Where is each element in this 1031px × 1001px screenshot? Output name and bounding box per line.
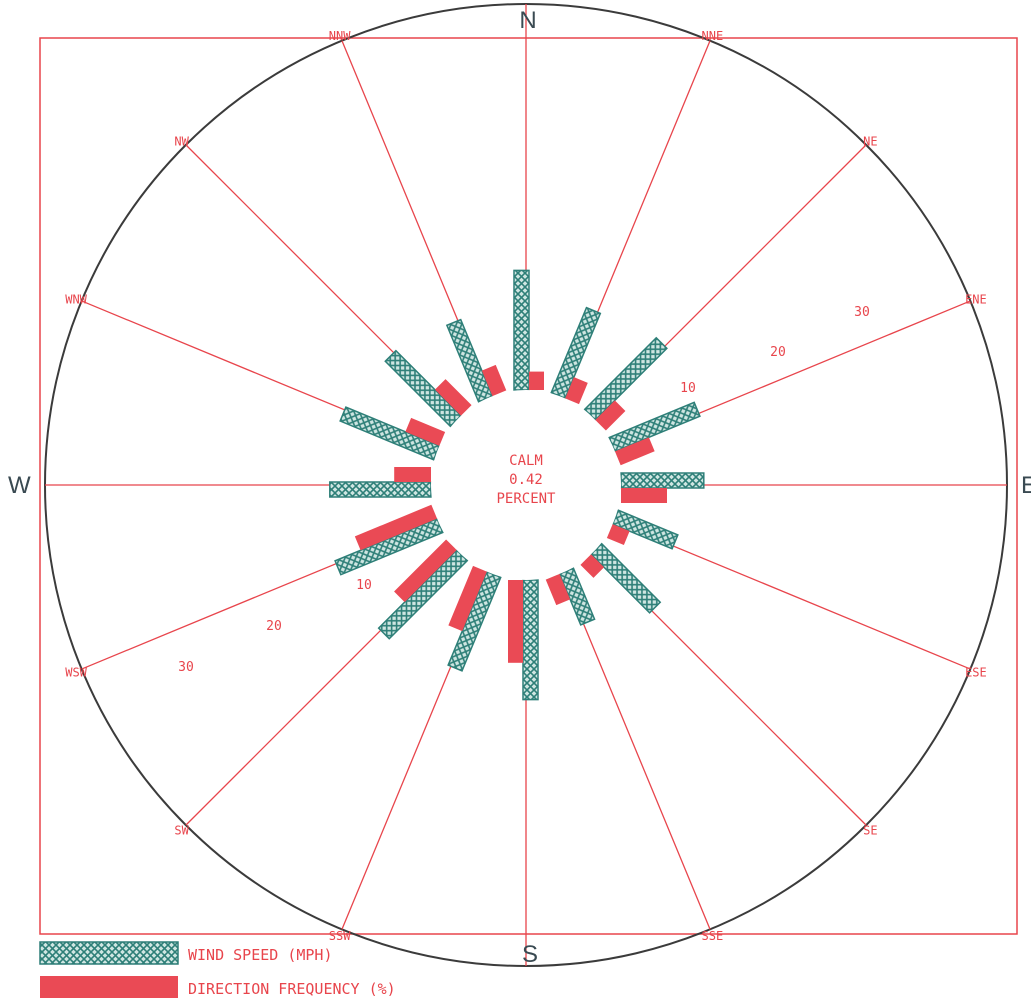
direction-frequency-bar-wsw bbox=[354, 504, 438, 551]
direction-frequency-bar-nne bbox=[565, 377, 588, 405]
ring-label-10-sw: 10 bbox=[356, 578, 372, 593]
direction-label-nnw: NNW bbox=[329, 29, 351, 43]
direction-frequency-bar-sw bbox=[394, 539, 457, 603]
wind-speed-bar-ene bbox=[608, 401, 701, 453]
wind-speed-bar-n bbox=[513, 269, 530, 391]
direction-frequency-bar-ene bbox=[614, 437, 655, 466]
direction-frequency-bar-s bbox=[508, 580, 523, 663]
compass-e: E bbox=[1021, 472, 1031, 499]
direction-frequency-bar-se bbox=[580, 554, 605, 578]
ring-label-20-sw: 20 bbox=[266, 619, 282, 634]
wind-speed-bar-se bbox=[589, 542, 662, 614]
bars-group bbox=[329, 269, 705, 701]
compass-n: N bbox=[519, 7, 536, 34]
direction-label-wsw: WSW bbox=[65, 665, 87, 679]
direction-frequency-bar-e bbox=[621, 488, 667, 503]
wind-speed-bar-s bbox=[522, 579, 539, 701]
compass-w: W bbox=[8, 472, 31, 499]
wind-speed-bar-nnw bbox=[445, 318, 494, 403]
direction-label-sw: SW bbox=[174, 823, 189, 837]
legend-direction-frequency-swatch bbox=[40, 976, 178, 998]
direction-label-ssw: SSW bbox=[329, 929, 351, 943]
ring-label-10-ne: 10 bbox=[680, 381, 696, 396]
compass-s: S bbox=[522, 941, 538, 968]
wind-speed-bar-e bbox=[620, 472, 705, 489]
ring-label-20-ne: 20 bbox=[770, 345, 786, 360]
direction-label-wnw: WNW bbox=[65, 293, 87, 307]
calm-label: CALM bbox=[509, 453, 543, 469]
ring-label-30-sw: 30 bbox=[178, 660, 194, 675]
ring-label-30-ne: 30 bbox=[854, 305, 870, 320]
direction-labels: NNE NE ENE ESE SE SSE SSW SW WSW WNW NW NNW bbox=[65, 29, 987, 943]
wind-speed-bar-w bbox=[329, 481, 432, 498]
calm-circle bbox=[431, 390, 621, 580]
direction-frequency-bar-nw bbox=[434, 379, 472, 416]
direction-label-ese: ESE bbox=[965, 665, 987, 679]
calm-unit-label: PERCENT bbox=[496, 491, 556, 507]
legend-direction-frequency-label: DIRECTION FREQUENCY (%) bbox=[188, 980, 396, 998]
wind-speed-bar-ne bbox=[583, 336, 668, 422]
wind-speed-bar-nne bbox=[550, 306, 602, 400]
direction-frequency-bar-ese bbox=[606, 524, 630, 546]
calm-value: 0.42 bbox=[509, 472, 543, 488]
direction-frequency-bar-sse bbox=[545, 573, 571, 606]
legend-wind-speed-label: WIND SPEED (MPH) bbox=[188, 946, 333, 964]
direction-label-ene: ENE bbox=[965, 293, 987, 307]
direction-frequency-bar-w bbox=[394, 467, 432, 482]
wind-speed-bar-wnw bbox=[339, 406, 441, 461]
direction-label-sse: SSE bbox=[702, 929, 724, 943]
legend-wind-speed-swatch bbox=[39, 941, 179, 965]
direction-frequency-bar-ne bbox=[595, 400, 626, 431]
direction-frequency-bar-wnw bbox=[405, 417, 446, 446]
direction-label-nne: NNE bbox=[702, 29, 724, 43]
direction-label-nw: NW bbox=[174, 135, 189, 149]
direction-frequency-bar-nnw bbox=[481, 364, 507, 397]
direction-frequency-bar-ssw bbox=[448, 565, 487, 632]
direction-frequency-bar-n bbox=[529, 371, 544, 390]
wind-speed-bar-ese bbox=[611, 509, 679, 550]
direction-label-ne: NE bbox=[863, 135, 877, 149]
wind-speed-bar-nw bbox=[384, 349, 463, 428]
plot-frame bbox=[39, 37, 1018, 935]
direction-label-se: SE bbox=[863, 823, 877, 837]
